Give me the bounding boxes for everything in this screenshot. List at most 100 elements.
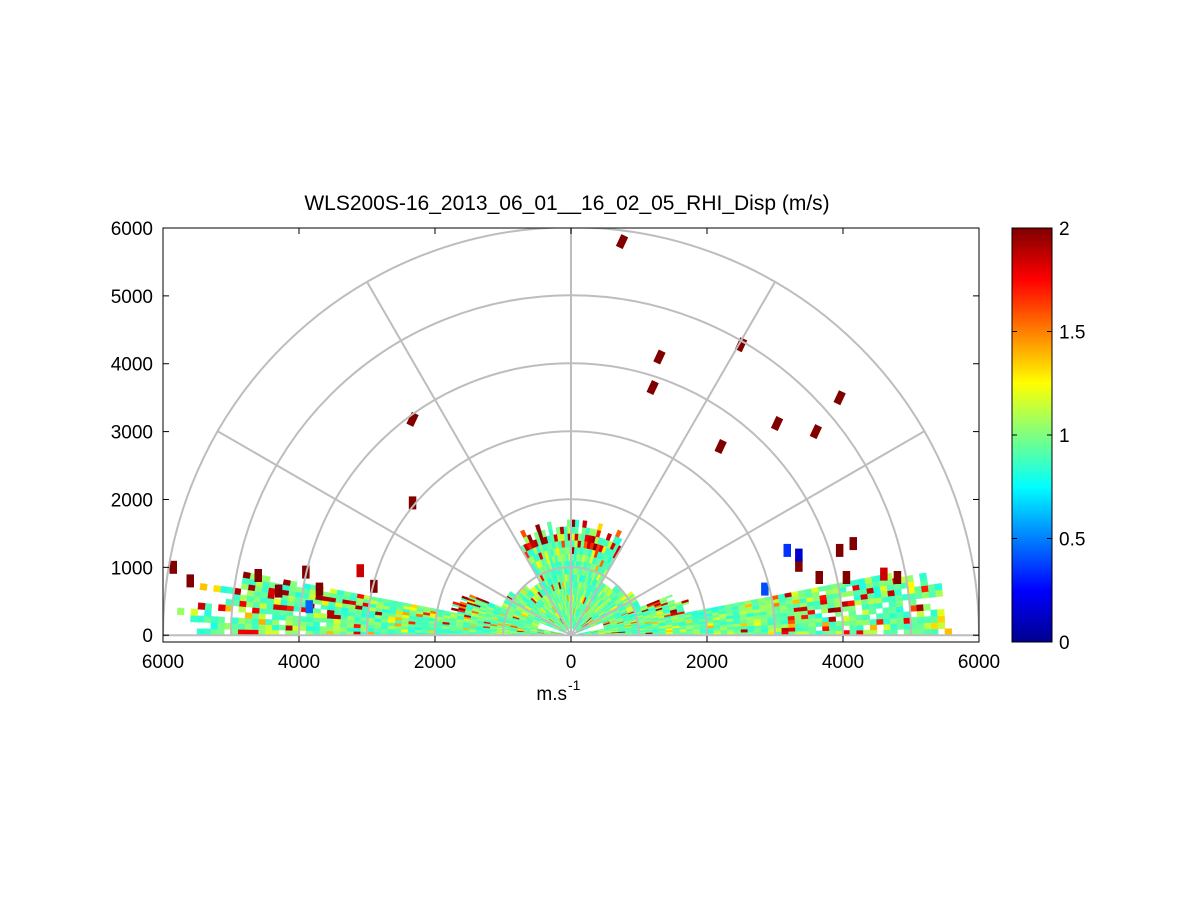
data-cell [326,617,334,624]
data-cell [262,575,271,583]
data-cell [204,609,212,617]
data-cell [849,620,857,626]
data-cell [883,618,891,625]
data-cell [896,611,904,619]
data-cell [322,591,331,598]
data-cell [924,622,932,630]
data-cell [867,597,876,605]
data-cell [876,618,884,625]
data-cell [199,583,208,591]
data-cell [808,617,816,624]
range-ring [163,228,979,636]
data-cell [868,608,877,615]
data-cell [251,607,260,614]
data-cell [285,610,294,617]
data-cell [882,607,891,614]
data-cell [787,619,796,625]
data-cell [918,572,928,581]
data-cell [380,625,388,630]
data-cell [451,607,459,612]
data-cell [781,623,789,629]
data-cell [887,589,896,597]
data-cell [726,626,735,631]
data-cell [801,622,810,628]
data-cell [930,622,939,630]
data-cell-highlight [615,234,629,250]
data-cell [285,615,294,621]
data-cell [421,629,429,633]
data-cell [860,598,869,605]
angle-spoke [570,281,776,636]
data-cell [828,625,837,631]
angle-spoke [366,281,572,636]
data-cell [238,605,247,613]
data-cell [713,629,721,633]
data-cell [286,605,294,612]
data-cell [597,523,604,532]
data-cell [869,624,878,631]
data-cell [822,625,830,632]
x-tick-label: 0 [566,652,577,673]
data-cell-highlight [815,571,823,584]
data-cell [927,583,936,592]
data-cell [914,585,923,594]
data-cell [353,623,361,629]
data-cell [761,628,769,633]
data-cell [937,621,946,630]
data-cell [190,608,199,616]
data-cell [346,623,354,628]
data-cell [875,602,883,609]
data-cell [279,604,288,611]
data-cell [272,603,281,611]
data-cell-highlight [315,582,324,596]
data-cell [848,610,857,617]
data-cell [821,616,830,623]
data-cell-highlight [809,424,822,440]
data-cell [305,625,314,631]
data-cell [219,585,228,594]
data-cell [887,595,896,603]
data-cell [923,603,931,611]
data-cell [203,615,212,623]
data-cell [380,628,388,633]
data-cell [754,628,762,633]
data-cell [856,624,864,631]
data-cell-highlight [833,390,846,406]
data-cell-highlight [795,548,803,562]
data-cell [325,626,334,632]
data-cell-highlight [274,584,283,598]
data-cell [828,621,837,627]
data-cell-highlight [893,571,902,584]
data-cell-highlight [646,380,659,395]
data-cell [265,608,274,615]
data-cell [794,622,803,628]
data-cell [245,600,254,608]
data-cell [819,594,828,601]
data-cell [581,526,587,535]
data-cell [380,621,389,626]
data-cell [387,628,395,633]
y-tick-label: 0 [142,626,153,647]
data-cell [882,612,891,620]
data-cell [319,617,328,623]
data-cell [244,623,252,630]
data-cell-highlight [714,439,727,454]
data-cell-highlight [653,349,666,365]
y-tick-label: 4000 [111,355,153,376]
data-cell [452,601,461,606]
data-cell [393,628,402,633]
colorbar-tick-label: 1.5 [1059,323,1085,344]
data-cell [876,613,884,620]
x-tick-label: 4000 [278,652,320,673]
data-cell [889,606,897,614]
data-cell [259,602,267,609]
data-cell [246,589,255,597]
data-cell [665,594,673,599]
data-cell [353,627,361,632]
data-cell-highlight [408,496,417,510]
y-tick-label: 5000 [111,287,153,308]
data-cell [573,546,578,555]
data-cell [896,617,905,625]
data-cell [271,614,280,621]
colorbar: 0 0.5 1 1.5 2 [1011,219,1085,654]
